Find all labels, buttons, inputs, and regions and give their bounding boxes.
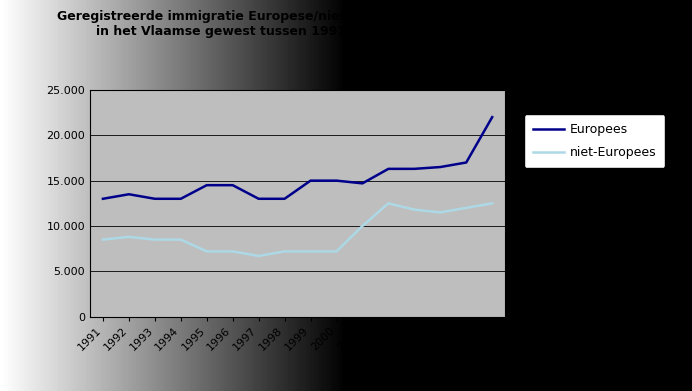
Legend: Europees, niet-Europees: Europees, niet-Europees bbox=[524, 114, 666, 168]
Europees bbox=[410, 167, 419, 171]
niet-Europees bbox=[332, 249, 340, 254]
niet-Europees bbox=[462, 206, 471, 210]
Europees bbox=[332, 178, 340, 183]
Europees bbox=[99, 196, 107, 201]
Europees bbox=[307, 178, 315, 183]
Europees bbox=[176, 196, 185, 201]
niet-Europees bbox=[228, 249, 237, 254]
niet-Europees bbox=[125, 235, 133, 239]
Europees bbox=[436, 165, 444, 169]
niet-Europees bbox=[488, 201, 496, 206]
Europees bbox=[358, 181, 367, 186]
niet-Europees bbox=[358, 224, 367, 228]
Europees bbox=[462, 160, 471, 165]
niet-Europees bbox=[255, 254, 263, 258]
Europees bbox=[384, 167, 392, 171]
niet-Europees bbox=[384, 201, 392, 206]
niet-Europees bbox=[151, 237, 159, 242]
Europees bbox=[228, 183, 237, 188]
niet-Europees bbox=[436, 210, 444, 215]
Europees bbox=[255, 196, 263, 201]
niet-Europees bbox=[307, 249, 315, 254]
Europees bbox=[151, 196, 159, 201]
Europees bbox=[203, 183, 211, 188]
Line: Europees: Europees bbox=[103, 117, 492, 199]
Europees bbox=[488, 115, 496, 120]
Europees bbox=[125, 192, 133, 197]
niet-Europees bbox=[410, 207, 419, 212]
niet-Europees bbox=[203, 249, 211, 254]
Line: niet-Europees: niet-Europees bbox=[103, 203, 492, 256]
Text: Geregistreerde immigratie Europese/niet-Europese vreemdelingen
in het Vlaamse ge: Geregistreerde immigratie Europese/niet-… bbox=[57, 10, 525, 38]
niet-Europees bbox=[176, 237, 185, 242]
niet-Europees bbox=[99, 237, 107, 242]
Europees bbox=[280, 196, 289, 201]
niet-Europees bbox=[280, 249, 289, 254]
